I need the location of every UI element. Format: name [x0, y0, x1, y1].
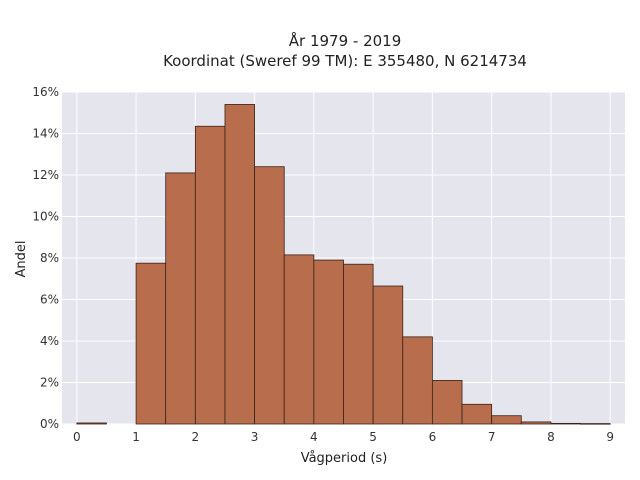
y-tick-label: 12% — [32, 168, 59, 182]
x-tick-label: 2 — [192, 430, 200, 444]
y-tick-label: 16% — [32, 85, 59, 99]
histogram-bar — [225, 104, 255, 424]
y-tick-label: 10% — [32, 210, 59, 224]
y-tick-label: 0% — [40, 417, 59, 431]
histogram-bar — [581, 424, 611, 425]
x-tick-label: 1 — [132, 430, 140, 444]
histogram-bar — [551, 423, 581, 424]
y-tick-label: 6% — [40, 293, 59, 307]
histogram-bar — [77, 423, 107, 424]
y-tick-label: 14% — [32, 127, 59, 141]
histogram-bar — [432, 380, 462, 424]
y-axis-label: Andel — [14, 241, 29, 278]
histogram-bar — [492, 416, 522, 424]
x-tick-label: 5 — [369, 430, 377, 444]
x-tick-label: 7 — [488, 430, 496, 444]
y-tick-label: 4% — [40, 334, 59, 348]
histogram-bar — [344, 264, 374, 424]
histogram-bar — [373, 286, 403, 424]
x-tick-label: 0 — [73, 430, 81, 444]
x-tick-label: 8 — [547, 430, 555, 444]
x-tick-label: 4 — [310, 430, 318, 444]
y-tick-label: 2% — [40, 376, 59, 390]
x-tick-label: 6 — [429, 430, 437, 444]
histogram-bar — [166, 173, 196, 424]
histogram-bar — [403, 337, 433, 424]
x-tick-label: 9 — [606, 430, 614, 444]
histogram-bar — [195, 126, 225, 424]
x-axis-ticks: 0 1 2 3 4 5 6 7 8 9 — [73, 430, 614, 444]
histogram-bar — [284, 255, 314, 424]
histogram-bar — [136, 263, 166, 424]
x-tick-label: 3 — [251, 430, 259, 444]
histogram-bar — [462, 404, 492, 424]
histogram-bar — [314, 260, 344, 424]
y-axis-ticks: 0% 2% 4% 6% 8% 10% 12% 14% 16% — [32, 85, 59, 431]
x-axis-label: Vågperiod (s) — [301, 451, 388, 466]
histogram-bar — [521, 422, 551, 424]
chart-title-line-2: Koordinat (Sweref 99 TM): E 355480, N 62… — [163, 52, 527, 70]
y-tick-label: 8% — [40, 251, 59, 265]
histogram-bar — [255, 167, 285, 424]
chart-title-line-1: År 1979 - 2019 — [289, 31, 402, 50]
